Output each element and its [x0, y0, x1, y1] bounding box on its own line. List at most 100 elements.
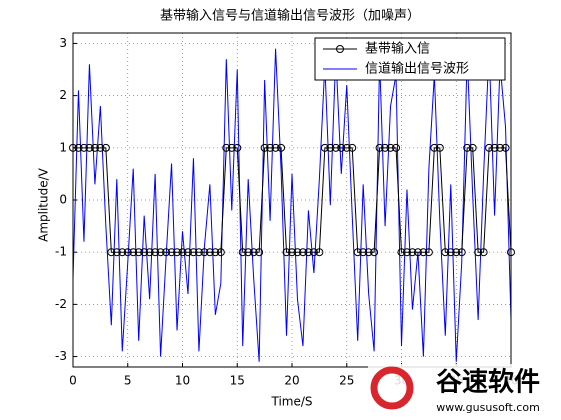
y-axis-label: Amplitude/V	[37, 167, 51, 242]
x-tick-label: 5	[124, 374, 132, 388]
data-point	[298, 248, 307, 257]
x-tick-label: 20	[284, 374, 299, 388]
x-tick-label: 15	[230, 374, 245, 388]
data-point	[342, 143, 351, 152]
y-tick-label: 0	[59, 193, 67, 207]
data-point	[359, 248, 368, 257]
data-point	[134, 248, 143, 257]
data-point	[485, 143, 494, 152]
legend-label: 信道输出信号波形	[365, 61, 469, 77]
data-point	[463, 143, 472, 152]
y-tick-label: 2	[59, 88, 67, 102]
data-point	[402, 248, 411, 257]
data-point	[408, 248, 417, 257]
data-point	[238, 248, 247, 257]
data-point	[74, 143, 83, 152]
y-tick-label: -1	[55, 245, 67, 259]
y-tick-label: 1	[59, 140, 67, 154]
data-point	[501, 143, 510, 152]
data-point	[304, 248, 313, 257]
data-point	[156, 248, 165, 257]
data-point	[320, 143, 329, 152]
data-point	[211, 248, 220, 257]
data-point	[266, 143, 275, 152]
data-point	[151, 248, 160, 257]
data-point	[227, 143, 236, 152]
data-point	[288, 248, 296, 257]
data-point	[496, 143, 505, 152]
data-point	[194, 248, 203, 257]
data-point	[178, 248, 187, 257]
data-point	[118, 248, 127, 257]
data-point	[96, 143, 105, 152]
data-point	[386, 143, 395, 152]
data-point	[397, 248, 406, 257]
x-tick-label: 25	[339, 374, 354, 388]
data-point	[479, 248, 488, 257]
data-point	[189, 248, 198, 257]
data-point	[430, 143, 439, 152]
legend-label: 基带输入信	[365, 41, 430, 57]
x-axis-label: Time/S	[270, 395, 312, 409]
watermark-logo	[370, 366, 414, 410]
data-point	[457, 248, 466, 257]
data-point	[173, 248, 182, 257]
data-point	[216, 248, 225, 257]
data-point	[424, 248, 433, 257]
data-point	[326, 143, 335, 152]
data-point	[260, 143, 269, 152]
legend-box	[314, 37, 506, 81]
data-point	[107, 248, 116, 257]
data-point	[205, 248, 214, 257]
data-point	[331, 143, 340, 152]
data-point	[123, 248, 132, 257]
data-point	[255, 248, 264, 257]
data-point	[441, 248, 450, 257]
data-point	[200, 248, 209, 257]
data-point	[129, 248, 138, 257]
data-point	[183, 248, 192, 257]
watermark-url: www.gususoft.com	[436, 401, 540, 414]
data-point	[162, 248, 171, 257]
data-point	[446, 248, 455, 257]
data-point	[468, 143, 477, 152]
data-point	[244, 248, 253, 257]
legend-marker	[336, 45, 344, 53]
y-tick-label: -3	[55, 349, 67, 363]
watermark-brand: 谷速软件	[436, 368, 540, 398]
x-tick-label: 10	[175, 374, 190, 388]
data-point	[315, 248, 324, 257]
data-point	[233, 143, 242, 152]
data-point	[370, 248, 379, 257]
data-point	[167, 248, 176, 257]
data-point	[309, 248, 318, 257]
data-point	[271, 143, 280, 152]
data-point	[452, 248, 461, 257]
data-point	[282, 248, 291, 257]
data-point	[277, 143, 286, 152]
data-point	[353, 248, 362, 257]
data-point	[474, 248, 483, 257]
y-tick-label: -2	[55, 297, 67, 311]
x-tick-label: 0	[69, 374, 77, 388]
data-point	[90, 143, 99, 152]
chart-title: 基带输入信号与信道输出信号波形（加噪声）	[160, 8, 420, 24]
data-point	[79, 143, 88, 152]
data-point	[222, 143, 231, 152]
data-point	[337, 143, 346, 152]
watermark: 谷速软件 www.gususoft.com	[368, 364, 558, 418]
y-tick-label: 3	[59, 36, 67, 50]
axes-box	[72, 32, 512, 368]
data-point	[145, 248, 154, 257]
data-point	[140, 248, 149, 257]
data-point	[392, 143, 401, 152]
data-point	[413, 248, 422, 257]
data-point	[249, 248, 258, 257]
series-line	[72, 48, 512, 362]
data-point	[375, 143, 384, 152]
data-point	[101, 143, 110, 152]
data-point	[85, 143, 94, 152]
data-point	[419, 248, 428, 257]
data-point	[112, 248, 121, 257]
